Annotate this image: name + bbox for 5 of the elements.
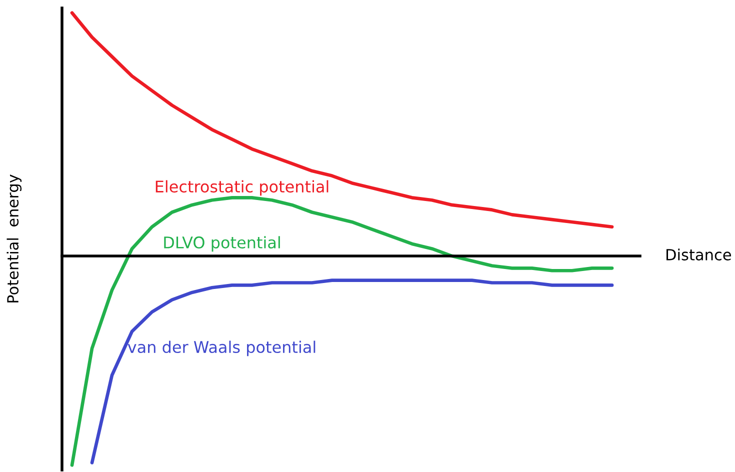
y-axis-title: Potential energy — [6, 174, 22, 302]
series-label: DLVO potential — [164, 236, 280, 252]
x-axis-title: Distance — [666, 248, 731, 260]
series-label: van der Waals potential — [128, 340, 316, 356]
series-label: Electrostatic potential — [156, 180, 328, 196]
